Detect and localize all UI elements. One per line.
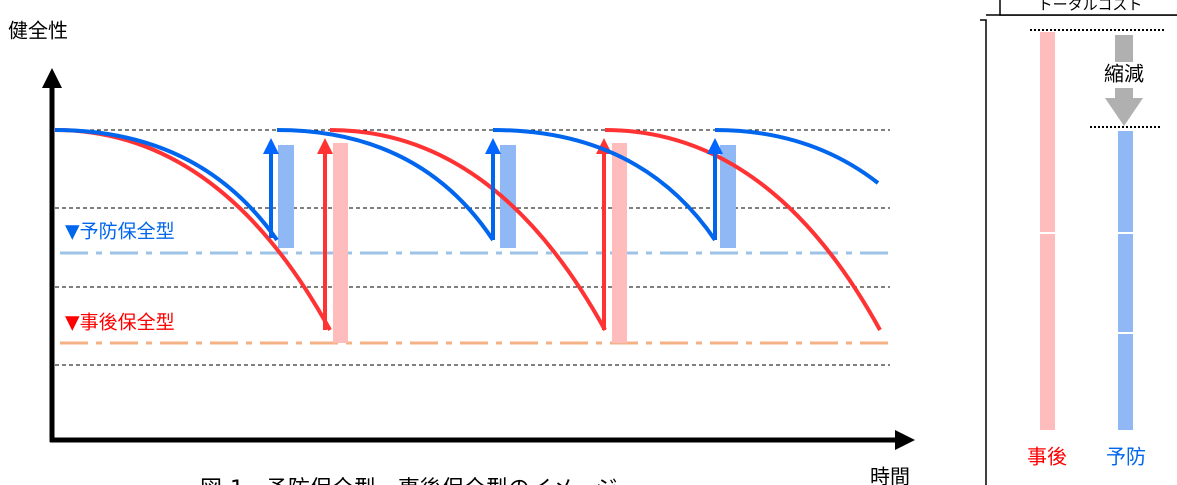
cost-panel: [980, 0, 1177, 485]
repair-bars: [278, 143, 736, 343]
x-axis-label: 時間: [870, 465, 910, 485]
reduction-label: 縮減: [1104, 62, 1144, 86]
corrective-label: ▼事後保全型: [65, 312, 175, 334]
preventive-cost-label: 予防: [1106, 445, 1146, 469]
caption: 図-1 予防保全型・事後保全型のイメージ: [200, 477, 618, 485]
preventive-label: ▼予防保全型: [65, 221, 175, 243]
cost-title: トータルコスト: [1038, 0, 1143, 14]
reduction-bg: [1100, 62, 1148, 88]
preventive-curve: [54, 128, 880, 242]
corrective-curve: [54, 128, 882, 331]
y-axis-label: 健全性: [8, 19, 68, 43]
corrective-cost-label: 事後: [1027, 445, 1067, 469]
